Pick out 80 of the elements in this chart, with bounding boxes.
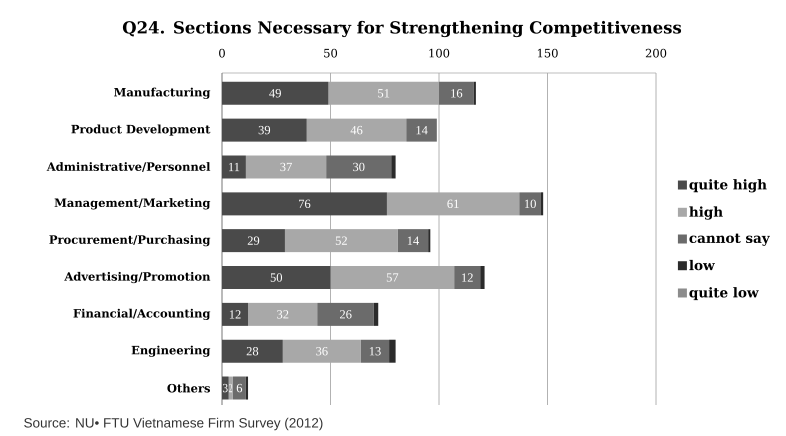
source-note: Source: NU• FTU Vietnamese Firm Survey (2012) [24, 418, 322, 430]
legend-label: quite low [689, 287, 759, 300]
data-label: 57 [386, 273, 398, 282]
bar [386, 192, 520, 216]
bar [222, 266, 330, 290]
y-tick-label: Management/Marketing [54, 198, 210, 210]
bar [248, 302, 318, 326]
bar [389, 340, 396, 363]
bar [222, 155, 246, 178]
data-label: 6 [236, 384, 242, 392]
data-label: 11 [229, 162, 240, 172]
data-label: 10 [524, 200, 536, 208]
bar [540, 192, 544, 216]
data-label: 32 [277, 310, 288, 319]
bar [222, 229, 285, 252]
x-tick-label: 100 [429, 48, 450, 58]
x-tick-label: 0 [219, 48, 225, 58]
bar [454, 266, 480, 290]
legend-label: quite high [689, 179, 767, 192]
x-tick-label: 200 [646, 48, 666, 58]
y-tick-label: Engineering [132, 346, 210, 357]
y-tick-label: Administrative/Personnel [46, 162, 210, 172]
bar [326, 155, 392, 178]
data-label: 50 [270, 273, 282, 282]
y-tick-label: Advertising/Promotion [64, 272, 210, 284]
data-label: 13 [370, 347, 381, 356]
legend-label: high [689, 206, 723, 220]
bar [360, 340, 390, 363]
bar [317, 302, 374, 326]
bar [406, 118, 437, 142]
data-label: 14 [408, 236, 420, 245]
legend-label: cannot say [689, 234, 770, 246]
bar [374, 302, 378, 326]
y-tick-label: Others [167, 384, 210, 393]
data-label: 51 [378, 89, 390, 98]
data-label: 52 [336, 236, 347, 245]
y-tick-label: Product Development [71, 124, 210, 136]
bar [222, 192, 387, 216]
bar [222, 118, 307, 142]
data-label: 61 [447, 200, 459, 208]
chart-title: Q24. Sections Necessary for Strengthening Competitiveness [122, 20, 682, 38]
bar [328, 82, 440, 105]
data-label: 30 [353, 162, 364, 172]
bar [480, 266, 485, 290]
data-label: 12 [230, 310, 241, 318]
data-label: 29 [248, 236, 260, 245]
bar [519, 192, 541, 216]
bar [282, 340, 361, 363]
y-tick-label: Procurement/Purchasing [49, 235, 210, 246]
bar [222, 82, 328, 105]
data-label: 49 [269, 89, 281, 98]
legend-label: low [689, 260, 715, 270]
x-tick-label: 150 [538, 48, 558, 58]
bar [439, 82, 474, 105]
bar [398, 229, 428, 252]
data-label: 37 [280, 162, 292, 172]
y-tick-label: Financial/Accounting [74, 308, 210, 320]
data-label: 76 [299, 200, 310, 208]
bar [391, 155, 396, 178]
bar [222, 340, 283, 363]
bar [284, 229, 398, 252]
data-label: 28 [246, 346, 258, 356]
bar [246, 376, 248, 400]
bar [232, 376, 246, 400]
data-label: 16 [451, 89, 462, 98]
bar [330, 266, 454, 290]
data-label: 26 [340, 310, 352, 319]
bar [222, 302, 248, 326]
data-label: 36 [316, 347, 328, 356]
data-label: 39 [258, 126, 270, 134]
x-tick-label: 50 [324, 48, 338, 58]
bar [306, 118, 406, 142]
data-label: 14 [416, 126, 428, 134]
bar [228, 376, 233, 400]
bar [246, 155, 326, 178]
data-label: 46 [350, 126, 362, 134]
y-tick-label: Manufacturing [114, 88, 210, 99]
data-label: 3 [222, 384, 228, 392]
data-label: 12 [462, 273, 473, 282]
data-label: 2 [229, 384, 232, 392]
